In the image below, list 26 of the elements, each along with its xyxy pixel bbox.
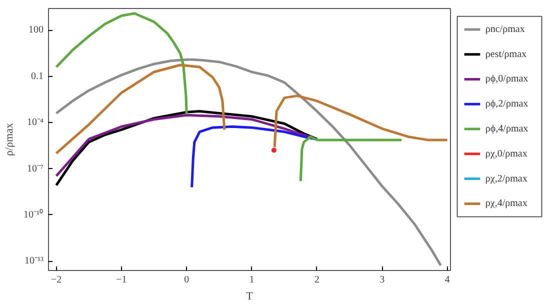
legend-label: ρϕ,2/ρmax (485, 98, 528, 110)
legend-label: ρχ,2/ρmax (485, 173, 528, 184)
y-tick-label: 10⁻¹⁰ (24, 208, 44, 220)
x-tick-label: −1 (116, 274, 127, 286)
line-series (190, 125, 318, 189)
x-tick-label: 0 (184, 274, 190, 286)
y-tick-label: 100 (28, 24, 44, 36)
line-series (55, 58, 442, 267)
y-axis-title: ρ/ρmax (4, 122, 16, 156)
x-tick-label: −2 (51, 274, 62, 286)
x-tick-label: 1 (249, 274, 254, 286)
y-tick-label: 0.1 (31, 70, 44, 82)
legend-label: ρχ,0/ρmax (485, 148, 528, 160)
y-tick-label: 10⁻¹³ (24, 256, 44, 267)
legend-label: ρχ,4/ρmax (485, 198, 528, 210)
legend-label: ρϕ,0/ρmax (485, 74, 528, 85)
y-tick-label: 10⁻⁴ (27, 117, 44, 128)
x-axis-title: T (246, 290, 254, 302)
legend-label: ρnc/ρmax (485, 24, 525, 35)
x-tick-label: 2 (314, 274, 320, 286)
x-tick-label: 3 (380, 274, 385, 286)
line-series (55, 114, 318, 178)
x-tick-label: 4 (444, 274, 450, 286)
y-tick-label: 10⁻⁷ (27, 163, 44, 174)
legend-label: ρϕ,4/ρmax (485, 124, 528, 135)
legend-label: ρest/ρmax (485, 48, 527, 60)
